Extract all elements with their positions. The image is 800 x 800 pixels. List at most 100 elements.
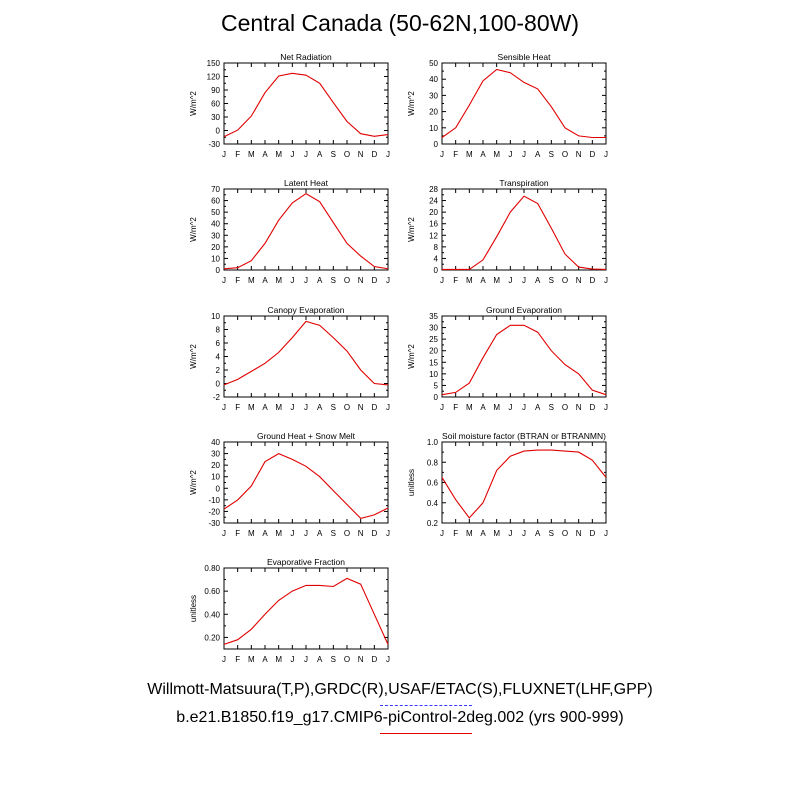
y-tick-label: 30 — [429, 324, 438, 333]
x-tick-label: M — [248, 150, 255, 159]
x-tick-label: J — [386, 150, 390, 159]
x-tick-label: S — [331, 150, 336, 159]
y-tick-label: 2 — [216, 366, 221, 375]
series-line — [223, 320, 389, 386]
y-tick-label: 120 — [207, 73, 221, 82]
x-tick-label: J — [508, 403, 512, 412]
x-tick-label: J — [304, 655, 308, 664]
panel-frame — [441, 62, 607, 145]
series-line — [441, 68, 606, 139]
y-tick-label: 8 — [216, 326, 221, 335]
y-tick-label: 150 — [207, 59, 221, 68]
x-tick-label: O — [562, 403, 568, 412]
y-tick-label: -10 — [208, 496, 220, 505]
y-axis-label: W/m^2 — [189, 470, 198, 495]
x-tick-label: D — [589, 276, 595, 285]
x-tick-label: A — [535, 276, 541, 285]
x-tick-label: M — [466, 529, 473, 538]
y-tick-label: 10 — [429, 370, 438, 379]
y-tick-label: 1.0 — [427, 438, 439, 447]
y-tick-label: 20 — [429, 108, 438, 117]
y-tick-label: 30 — [211, 450, 220, 459]
x-tick-label: J — [290, 403, 294, 412]
y-tick-label: 10 — [211, 473, 220, 482]
y-tick-label: 60 — [211, 197, 220, 206]
y-tick-label: 30 — [429, 91, 438, 100]
x-tick-label: F — [235, 150, 240, 159]
x-tick-label: A — [317, 276, 323, 285]
y-tick-label: 5 — [434, 381, 439, 390]
y-tick-label: 15 — [429, 358, 438, 367]
x-tick-label: M — [493, 403, 500, 412]
x-tick-label: N — [576, 403, 582, 412]
x-tick-label: A — [480, 150, 486, 159]
x-tick-label: J — [222, 529, 226, 538]
x-tick-label: M — [466, 150, 473, 159]
y-tick-label: 0.2 — [427, 519, 439, 528]
x-tick-label: O — [344, 529, 350, 538]
x-tick-label: F — [453, 403, 458, 412]
legend-model-label: b.e21.B1850.f19_g17.CMIP6-piControl-2deg… — [176, 709, 624, 726]
x-tick-label: A — [480, 276, 486, 285]
panel-title: Soil moisture factor (BTRAN or BTRANMN) — [442, 431, 606, 441]
x-tick-label: A — [480, 403, 486, 412]
x-tick-label: A — [262, 276, 268, 285]
series-line — [223, 72, 389, 138]
x-tick-label: J — [222, 150, 226, 159]
y-tick-label: 0 — [216, 127, 221, 136]
x-tick-label: N — [358, 655, 364, 664]
y-tick-label: 16 — [429, 220, 438, 229]
y-axis-label: W/m^2 — [407, 344, 416, 369]
x-tick-label: D — [589, 150, 595, 159]
y-tick-label: 50 — [211, 208, 220, 217]
y-tick-label: 10 — [211, 254, 220, 263]
y-tick-label: 0.40 — [204, 610, 220, 619]
x-tick-label: A — [317, 655, 323, 664]
y-axis-label: unitless — [189, 595, 198, 622]
x-tick-label: M — [466, 403, 473, 412]
x-tick-label: M — [493, 150, 500, 159]
y-tick-label: 6 — [216, 339, 221, 348]
y-tick-label: 0 — [434, 140, 439, 149]
y-tick-label: 20 — [211, 243, 220, 252]
x-tick-label: J — [386, 276, 390, 285]
panel-8: Soil moisture factor (BTRAN or BTRANMN)1… — [407, 431, 608, 538]
y-tick-label: 10 — [429, 124, 438, 133]
x-tick-label: J — [290, 655, 294, 664]
x-tick-label: N — [576, 276, 582, 285]
x-tick-label: M — [248, 403, 255, 412]
y-tick-label: 60 — [211, 100, 220, 109]
y-tick-label: 4 — [434, 254, 439, 263]
x-tick-label: F — [235, 529, 240, 538]
x-tick-label: J — [290, 276, 294, 285]
x-tick-label: S — [549, 403, 554, 412]
x-tick-label: J — [304, 529, 308, 538]
x-tick-label: D — [371, 529, 377, 538]
y-tick-label: -2 — [213, 393, 221, 402]
x-tick-label: O — [344, 655, 350, 664]
y-tick-label: 20 — [429, 347, 438, 356]
x-tick-label: O — [344, 150, 350, 159]
y-tick-label: 0 — [216, 484, 221, 493]
y-tick-label: -30 — [208, 140, 220, 149]
panel-title: Evaporative Fraction — [267, 557, 345, 567]
y-tick-label: 0.4 — [427, 499, 439, 508]
x-tick-label: J — [508, 529, 512, 538]
x-tick-label: M — [248, 529, 255, 538]
y-tick-label: 12 — [429, 231, 438, 240]
x-tick-label: S — [549, 529, 554, 538]
y-tick-label: 4 — [216, 353, 221, 362]
x-tick-label: A — [480, 529, 486, 538]
x-tick-label: J — [290, 529, 294, 538]
x-tick-label: J — [222, 403, 226, 412]
y-tick-label: 0.6 — [427, 479, 439, 488]
x-tick-label: F — [453, 276, 458, 285]
x-tick-label: N — [358, 150, 364, 159]
panel-title: Canopy Evaporation — [267, 305, 344, 315]
x-tick-label: N — [358, 403, 364, 412]
y-tick-label: 0 — [216, 380, 221, 389]
x-tick-label: J — [222, 276, 226, 285]
y-tick-label: 0 — [434, 266, 439, 275]
